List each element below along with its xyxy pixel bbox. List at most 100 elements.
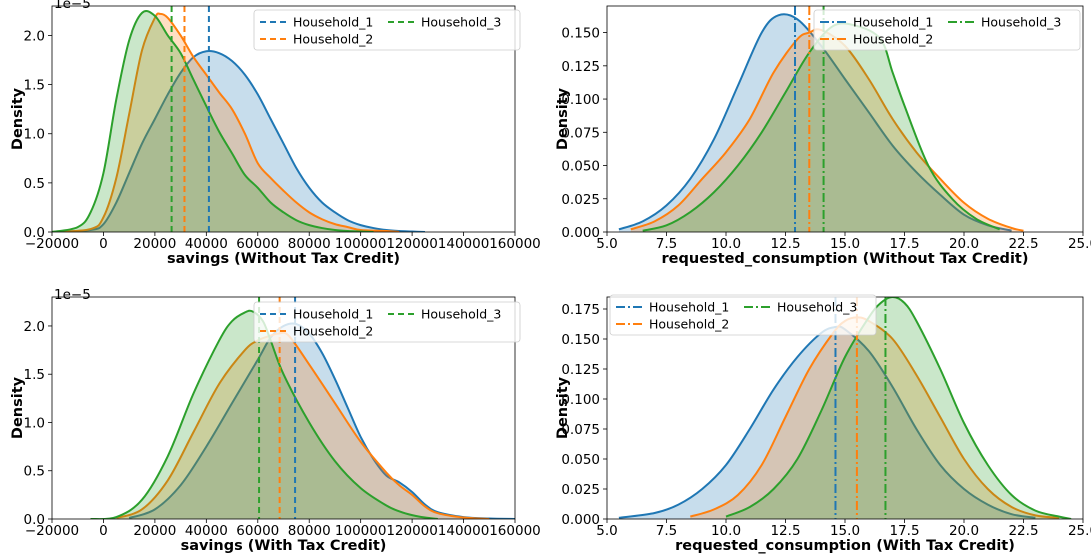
x-tick-label: 60000 (236, 236, 279, 252)
x-tick-label: 17.5 (889, 523, 919, 539)
legend-label: Household_3 (421, 307, 501, 322)
legend: Household_1 Household_2 Household_3 (253, 301, 521, 343)
x-tick-label: 140000 (438, 523, 490, 539)
legend-label: Household_1 (853, 15, 933, 30)
density-line-household-2 (115, 331, 490, 519)
x-tick-label: 0 (99, 523, 108, 539)
legend-label: Household_2 (293, 324, 373, 339)
y-tick-label: 0.0 (24, 225, 45, 241)
y-tick-label: 0.000 (561, 225, 600, 241)
x-tick-label: 140000 (438, 236, 490, 252)
plot-area (618, 6, 1024, 232)
x-tick-label: 5.0 (596, 236, 617, 252)
x-tick-label: −20000 (25, 523, 79, 539)
x-tick-label: 10.0 (711, 523, 741, 539)
legend-label: Household_2 (293, 32, 373, 47)
x-tick-label: 25.0 (1068, 236, 1091, 252)
y-axis-label: Density (555, 87, 571, 150)
legend-label: Household_1 (293, 307, 373, 322)
y-tick-label: 2.0 (24, 28, 45, 44)
legend-frame (253, 9, 521, 51)
x-tick-label: 15.0 (830, 523, 860, 539)
legend: Household_1 Household_2 Household_3 (813, 9, 1081, 51)
x-tick-label: 0 (99, 236, 108, 252)
legend-frame (253, 301, 521, 343)
density-area-household-1 (618, 14, 1012, 232)
y-tick-label: 0.025 (561, 482, 600, 498)
y-tick-label: 1.5 (24, 78, 45, 94)
y-tick-label: 0.150 (561, 332, 600, 348)
legend-frame (609, 294, 877, 336)
x-tick-label: 7.5 (656, 523, 677, 539)
x-tick-label: −20000 (25, 236, 79, 252)
x-tick-label: 160000 (489, 523, 541, 539)
y-axis-label: Density (10, 376, 26, 439)
legend-label: Household_2 (649, 317, 729, 332)
x-tick-label: 20.0 (949, 236, 979, 252)
density-line-household-1 (52, 49, 426, 232)
plot-area (52, 6, 426, 232)
x-tick-label: 20000 (133, 523, 176, 539)
y-tick-label: 0.075 (561, 422, 600, 438)
x-tick-label: 120000 (386, 236, 438, 252)
x-tick-label: 80000 (288, 236, 331, 252)
x-tick-label: 100000 (335, 523, 387, 539)
x-tick-label: 160000 (489, 236, 541, 252)
y-tick-label: 1.0 (24, 415, 45, 431)
legend: Household_1 Household_2 Household_3 (253, 9, 521, 51)
axes-frame (51, 5, 516, 233)
y-tick-label: 0.050 (561, 159, 600, 175)
y-offset-text: 1e−5 (54, 287, 91, 303)
axes-frame (51, 296, 516, 520)
y-tick-label: 0.000 (561, 512, 600, 528)
density-area-household-2 (690, 317, 1060, 519)
legend-frame (813, 9, 1081, 51)
legend-label: Household_1 (293, 15, 373, 30)
x-axis-label: requested_consumption (Without Tax Credi… (662, 251, 1029, 267)
x-tick-label: 25.0 (1068, 523, 1091, 539)
y-tick-label: 0.125 (561, 362, 600, 378)
x-tick-label: 5.0 (596, 523, 617, 539)
chart-panel-4: 5.0 7.5 10.0 12.5 15.0 17.5 20.0 22.5 25.0 0.000 0… (555, 294, 1091, 554)
density-line-household-2 (52, 12, 400, 232)
y-tick-label: 1.0 (24, 127, 45, 143)
x-tick-label: 100000 (335, 236, 387, 252)
y-tick-label: 0.5 (24, 464, 45, 480)
x-tick-label: 15.0 (830, 236, 860, 252)
y-tick-label: 0.025 (561, 192, 600, 208)
density-area-household-1 (618, 326, 1036, 519)
x-tick-label: 40000 (185, 236, 228, 252)
y-tick-label: 0.050 (561, 452, 600, 468)
x-tick-label: 22.5 (1008, 236, 1038, 252)
legend-label: Household_3 (421, 15, 501, 30)
legend: Household_1 Household_2 Household_3 (609, 294, 877, 336)
y-axis-label: Density (555, 376, 571, 439)
y-tick-label: 0.0 (24, 512, 45, 528)
y-axis-label: Density (10, 87, 26, 150)
y-tick-label: 1.5 (24, 367, 45, 383)
legend-label: Household_1 (649, 300, 729, 315)
y-tick-label: 0.175 (561, 302, 600, 318)
x-tick-label: 20.0 (949, 523, 979, 539)
y-tick-label: 0.5 (24, 176, 45, 192)
density-area-household-2 (630, 29, 1024, 232)
x-tick-label: 7.5 (656, 236, 677, 252)
y-tick-label: 0.100 (561, 92, 600, 108)
density-line-household-1 (128, 322, 515, 519)
chart-panel-2: 5.0 7.5 10.0 12.5 15.0 17.5 20.0 22.5 25.0 0.000 0… (555, 5, 1091, 267)
x-tick-label: 17.5 (889, 236, 919, 252)
y-tick-label: 0.100 (561, 392, 600, 408)
x-tick-label: 80000 (288, 523, 331, 539)
x-tick-label: 10.0 (711, 236, 741, 252)
y-tick-label: 0.150 (561, 26, 600, 42)
y-tick-label: 2.0 (24, 319, 45, 335)
density-area-household-2 (116, 332, 490, 519)
density-line-household-3 (725, 297, 1072, 519)
x-tick-label: 12.5 (770, 523, 800, 539)
x-tick-label: 22.5 (1008, 523, 1038, 539)
legend-label: Household_2 (853, 32, 933, 47)
density-area-household-1 (52, 50, 425, 232)
x-tick-label: 60000 (236, 523, 279, 539)
chart-panel-3: −20000 0 20000 40000 60000 80000 100000 120000 1… (10, 287, 541, 554)
